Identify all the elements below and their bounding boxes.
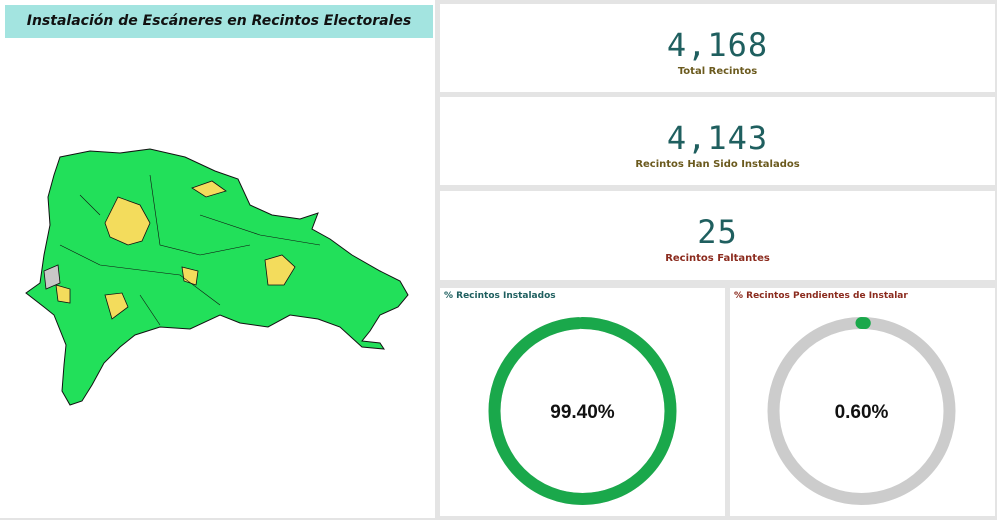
gauge-card: % Recintos Pendientes de Instalar 0.60%	[730, 288, 995, 516]
gauge: 99.40%	[488, 317, 677, 505]
gauge: 0.60%	[767, 317, 956, 505]
map	[25, 148, 409, 406]
map-region	[104, 292, 129, 320]
map-region	[191, 180, 227, 198]
map-region	[43, 264, 61, 290]
gauge-title: % Recintos Pendientes de Instalar	[734, 291, 908, 301]
kpi-label: Recintos Faltantes	[665, 253, 770, 264]
map-region	[264, 254, 296, 286]
map-region	[55, 284, 71, 304]
kpi-label: Total Recintos	[677, 66, 758, 77]
map-region	[104, 196, 151, 246]
map-panel: Instalación de Escáneres en Recintos Ele…	[0, 0, 435, 518]
gauge-card: % Recintos Instalados 99.40%	[440, 288, 725, 516]
gauge-value: 99.40%	[550, 402, 615, 423]
title: Instalación de Escáneres en Recintos Ele…	[26, 13, 412, 29]
gauge-title: % Recintos Instalados	[444, 291, 556, 301]
map-region	[181, 266, 199, 286]
gauge-value: 0.60%	[835, 402, 889, 423]
gauge-arc	[488, 317, 677, 505]
kpi-value: 4,143	[666, 119, 769, 157]
gauge-arc	[767, 317, 956, 505]
kpi-card: 25 Recintos Faltantes	[440, 191, 995, 280]
title-bar: Instalación de Escáneres en Recintos Ele…	[5, 5, 433, 38]
kpi-value: 25	[697, 213, 738, 251]
kpi-card: 4,143 Recintos Han Sido Instalados	[440, 97, 995, 185]
map-borders	[59, 174, 321, 326]
kpi-card: 4,168 Total Recintos	[440, 4, 995, 92]
kpi-label: Recintos Han Sido Instalados	[635, 159, 800, 170]
kpi-value: 4,168	[666, 26, 769, 64]
